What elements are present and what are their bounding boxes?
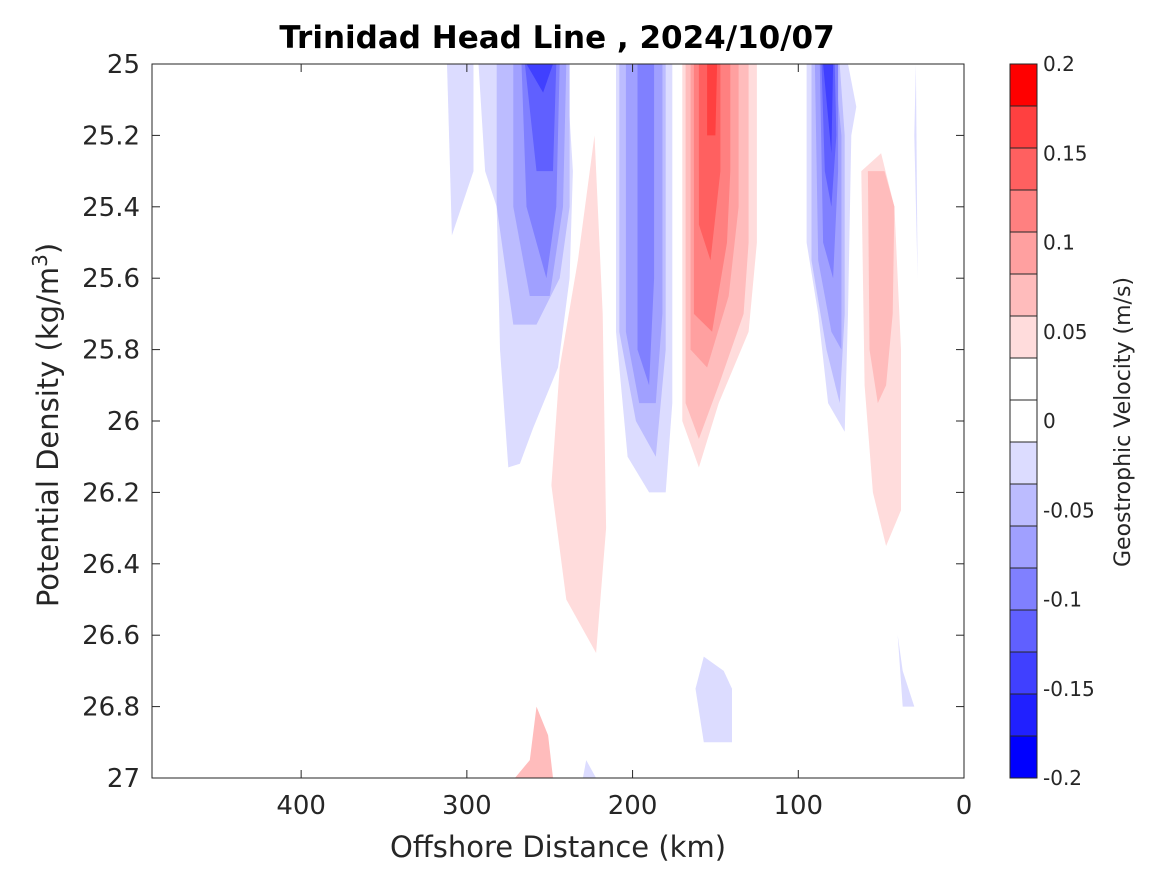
y-tick-label: 25 xyxy=(107,50,140,80)
y-tick-label: 25.8 xyxy=(82,336,140,366)
colorbar: 0.2 0.15 0.1 0.05 0 -0.05 -0.1 -0.15 -0.2 xyxy=(1009,52,1095,790)
colorbar-tick-label: 0.2 xyxy=(1043,52,1075,76)
y-tick-label: 26.8 xyxy=(82,693,140,723)
y-tick-label: 25.4 xyxy=(82,193,140,223)
x-tick-label: 200 xyxy=(608,791,658,821)
colorbar-swatch xyxy=(1010,190,1037,233)
y-axis-label: Potential Density (kg/m3) xyxy=(28,243,65,607)
contour-region-negative xyxy=(914,64,918,279)
colorbar-swatch xyxy=(1010,316,1037,359)
y-axis-label-end: ) xyxy=(31,243,65,254)
chart-title: Trinidad Head Line , 2024/10/07 xyxy=(279,20,834,56)
colorbar-tick-label: 0 xyxy=(1043,409,1056,433)
colorbar-swatch xyxy=(1010,358,1037,401)
colorbar-swatch xyxy=(1010,64,1037,107)
x-tick-label: 400 xyxy=(276,791,326,821)
x-tick-label: 0 xyxy=(956,791,973,821)
colorbar-tick-label: -0.1 xyxy=(1043,588,1082,612)
y-axis-ticks: 25 25.2 25.4 25.6 25.8 26 26.2 26.4 26.6 26.8 27 xyxy=(82,50,964,794)
colorbar-swatch xyxy=(1010,610,1037,653)
colorbar-swatch xyxy=(1010,568,1037,611)
colorbar-tick-label: -0.15 xyxy=(1043,677,1095,701)
x-tick-label: 300 xyxy=(442,791,492,821)
y-tick-label: 25.2 xyxy=(82,121,140,151)
contour-region-positive xyxy=(867,171,895,404)
colorbar-tick-label: -0.05 xyxy=(1043,498,1095,522)
y-axis-label-main: Potential Density (kg/m xyxy=(31,267,65,607)
x-axis-ticks: 400 300 200 100 0 xyxy=(276,64,972,821)
contour-region-negative xyxy=(582,760,597,778)
contour-region-negative xyxy=(447,64,474,236)
colorbar-tick-label: 0.1 xyxy=(1043,231,1075,255)
y-tick-label: 26.2 xyxy=(82,478,140,508)
contour-region-positive xyxy=(707,64,718,136)
colorbar-swatch xyxy=(1010,694,1037,737)
x-tick-label: 100 xyxy=(773,791,823,821)
contour-region-negative xyxy=(524,64,557,172)
colorbar-swatch xyxy=(1010,442,1037,485)
contour-region-positive xyxy=(649,635,663,714)
contour-fills xyxy=(447,64,918,779)
colorbar-swatch xyxy=(1010,652,1037,695)
colorbar-swatch xyxy=(1010,484,1037,527)
contour-region-negative xyxy=(695,656,732,743)
colorbar-swatch xyxy=(1010,148,1037,191)
y-axis-label-superscript: 3 xyxy=(28,254,52,267)
contour-region-positive xyxy=(514,706,553,778)
x-axis-label: Offshore Distance (km) xyxy=(390,830,726,864)
contour-region-negative xyxy=(821,64,837,207)
colorbar-tick-label: 0.15 xyxy=(1043,141,1088,165)
colorbar-swatch xyxy=(1010,736,1037,779)
contour-region-negative xyxy=(823,64,834,154)
y-tick-label: 27 xyxy=(107,764,140,794)
colorbar-frame xyxy=(1009,63,1038,779)
contour-region-positive xyxy=(761,528,804,689)
plot-area: 400 300 200 100 0 25 25.2 25.4 25.6 25.8 26 26.2 26… xyxy=(82,50,972,821)
contour-region-positive xyxy=(551,135,607,653)
colorbar-swatch xyxy=(1010,400,1037,443)
colorbar-swatch xyxy=(1010,274,1037,317)
y-tick-label: 26 xyxy=(107,407,140,437)
contour-region-negative xyxy=(637,64,655,386)
colorbar-label: Geostrophic Velocity (m/s) xyxy=(1111,277,1136,567)
colorbar-swatch xyxy=(1010,526,1037,569)
y-tick-label: 25.6 xyxy=(82,264,140,294)
colorbar-tick-label: -0.2 xyxy=(1043,766,1082,790)
y-tick-label: 26.6 xyxy=(82,621,140,651)
y-tick-label: 26.4 xyxy=(82,550,140,580)
colorbar-swatch xyxy=(1010,232,1037,275)
colorbar-swatch xyxy=(1010,106,1037,149)
contour-region-negative xyxy=(897,635,915,707)
contour-region-negative xyxy=(526,64,553,93)
colorbar-tick-label: 0.05 xyxy=(1043,320,1088,344)
